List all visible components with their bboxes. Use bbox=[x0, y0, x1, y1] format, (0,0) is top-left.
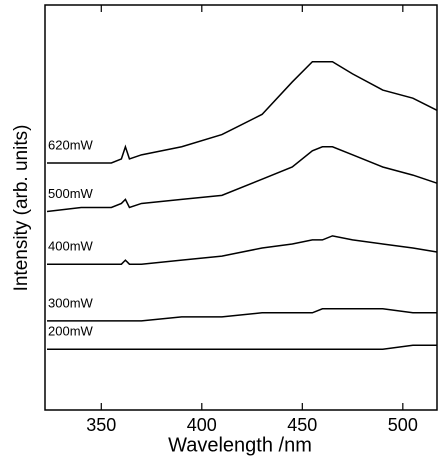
x-tick-label: 350 bbox=[86, 415, 116, 435]
series-label: 500mW bbox=[48, 186, 94, 201]
x-tick-label: 500 bbox=[388, 415, 418, 435]
series-line bbox=[47, 60, 438, 164]
series-line bbox=[47, 308, 437, 322]
x-tick-label: 400 bbox=[187, 415, 217, 435]
series-label: 400mW bbox=[48, 239, 94, 254]
y-axis-label: Intensity (arb. units) bbox=[11, 125, 32, 292]
plot-frame bbox=[44, 4, 438, 411]
series-label: 200mW bbox=[48, 324, 94, 339]
series-line bbox=[47, 344, 437, 350]
series-label: 620mW bbox=[48, 137, 94, 152]
series-line bbox=[47, 235, 438, 265]
x-tick-label: 450 bbox=[287, 415, 317, 435]
series-label: 300mW bbox=[48, 295, 94, 310]
x-axis-label: Wavelength /nm bbox=[168, 434, 312, 456]
series-line bbox=[46, 146, 438, 213]
